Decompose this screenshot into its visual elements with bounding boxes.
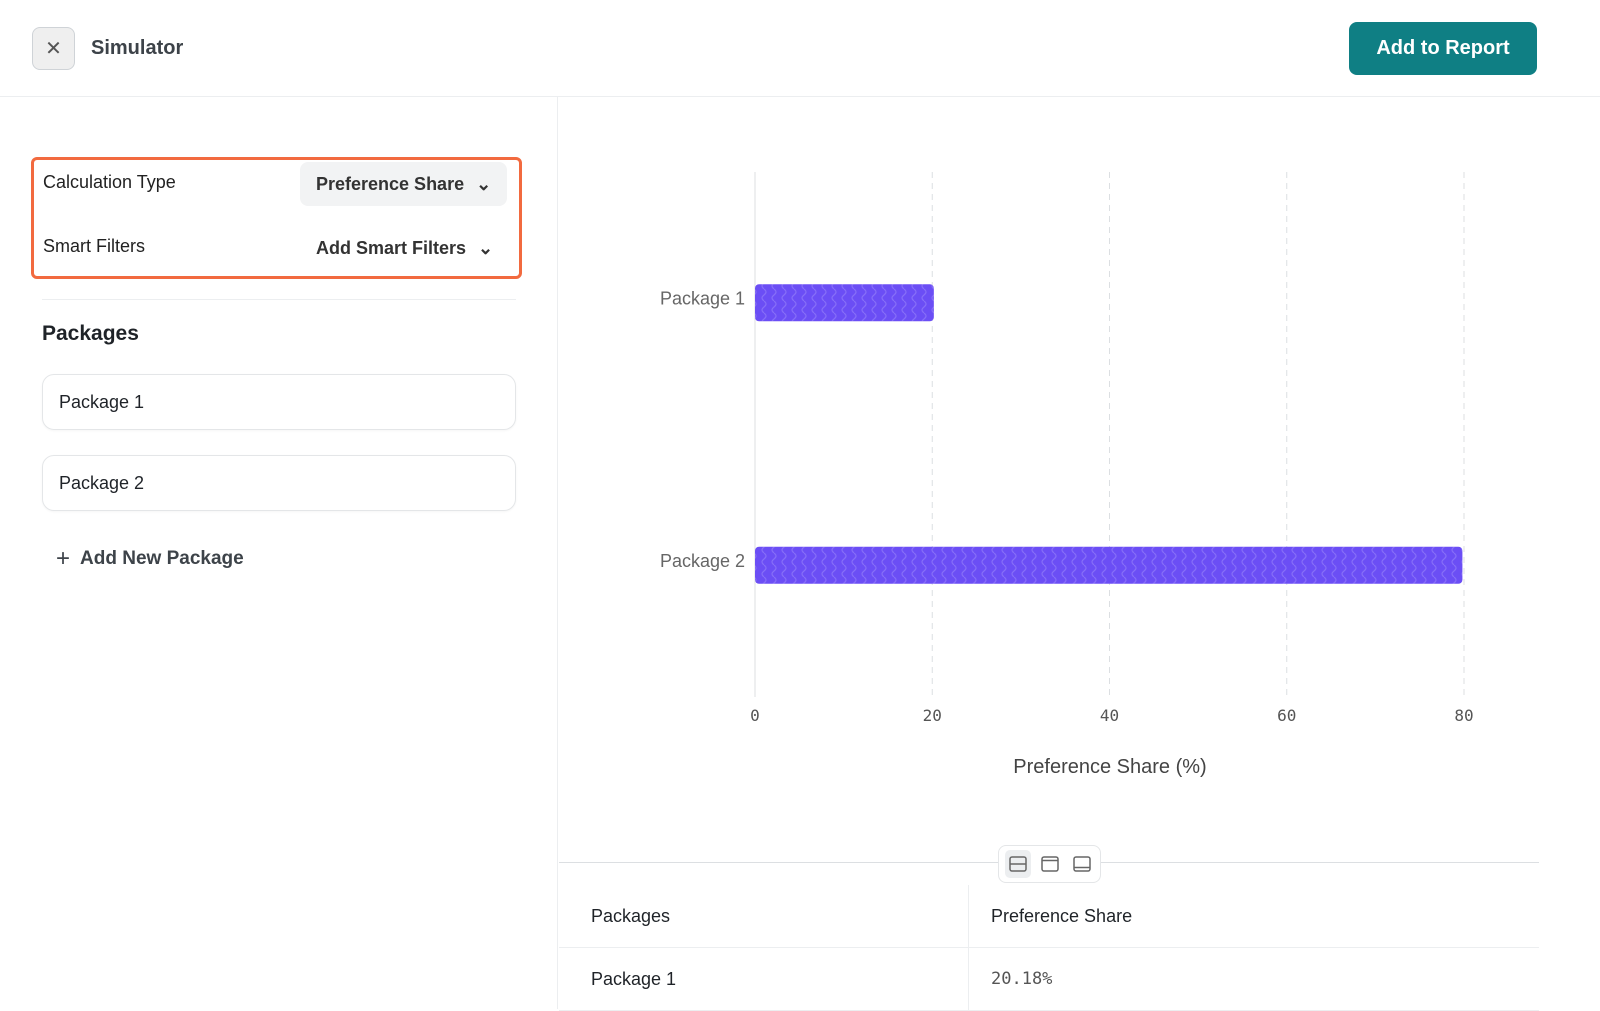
column-header-preference-share: Preference Share xyxy=(991,905,1133,926)
chevron-down-icon: ⌄ xyxy=(478,237,494,258)
left-panel: Calculation Type Preference Share ⌄ Smart… xyxy=(0,97,558,1009)
plus-icon: + xyxy=(56,545,71,572)
packages-title: Packages xyxy=(42,322,139,345)
add-new-package-button[interactable]: + Add New Package xyxy=(56,545,244,573)
chevron-down-icon: ⌄ xyxy=(476,173,492,194)
filters-box: Calculation Type Preference Share ⌄ Smart… xyxy=(31,157,522,279)
bar-chart: 0 20 40 60 80 Package 1 Package 2 Preference S… xyxy=(660,172,1474,778)
x-tick-label: 40 xyxy=(1100,706,1119,725)
smart-filters-label: Smart Filters xyxy=(43,236,146,256)
bottom-panel-icon[interactable] xyxy=(1069,850,1095,878)
divider xyxy=(42,299,516,300)
smart-filters-value: Add Smart Filters xyxy=(316,237,467,258)
x-tick-label: 80 xyxy=(1454,706,1473,725)
x-tick-label: 20 xyxy=(923,706,942,725)
y-tick-label: Package 2 xyxy=(660,551,745,571)
page-title: Simulator xyxy=(91,37,184,59)
calculation-type-label: Calculation Type xyxy=(43,172,176,192)
x-tick-label: 0 xyxy=(750,706,760,725)
close-icon: ✕ xyxy=(45,38,62,60)
add-to-report-button[interactable]: Add to Report xyxy=(1349,22,1537,75)
view-toggle xyxy=(998,845,1101,883)
cell-share: 20.18% xyxy=(991,969,1053,989)
header: ✕ Simulator Add to Report xyxy=(0,0,1600,97)
top-panel-icon[interactable] xyxy=(1037,850,1063,878)
calculation-type-dropdown[interactable]: Preference Share ⌄ xyxy=(300,162,508,206)
bar-pattern xyxy=(755,546,1463,584)
x-tick-label: 60 xyxy=(1277,706,1296,725)
smart-filters-dropdown[interactable]: Add Smart Filters ⌄ xyxy=(300,226,509,270)
add-new-package-label: Add New Package xyxy=(80,548,244,569)
x-axis-label: Preference Share (%) xyxy=(1013,756,1206,778)
split-view-icon[interactable] xyxy=(1004,850,1031,878)
y-tick-label: Package 1 xyxy=(660,288,745,308)
calculation-type-value: Preference Share xyxy=(316,173,465,194)
column-header-packages: Packages xyxy=(559,885,969,947)
package-item[interactable]: Package 1 xyxy=(42,374,516,430)
table-header-row: Packages Preference Share xyxy=(559,885,1539,948)
results-table: Packages Preference Share Package 1 20.1… xyxy=(559,885,1539,1011)
cell-package: Package 1 xyxy=(559,948,969,1010)
package-item[interactable]: Package 2 xyxy=(42,455,516,511)
bar-pattern xyxy=(755,284,934,322)
table-row: Package 1 20.18% xyxy=(559,948,1539,1011)
close-button[interactable]: ✕ xyxy=(32,27,75,70)
